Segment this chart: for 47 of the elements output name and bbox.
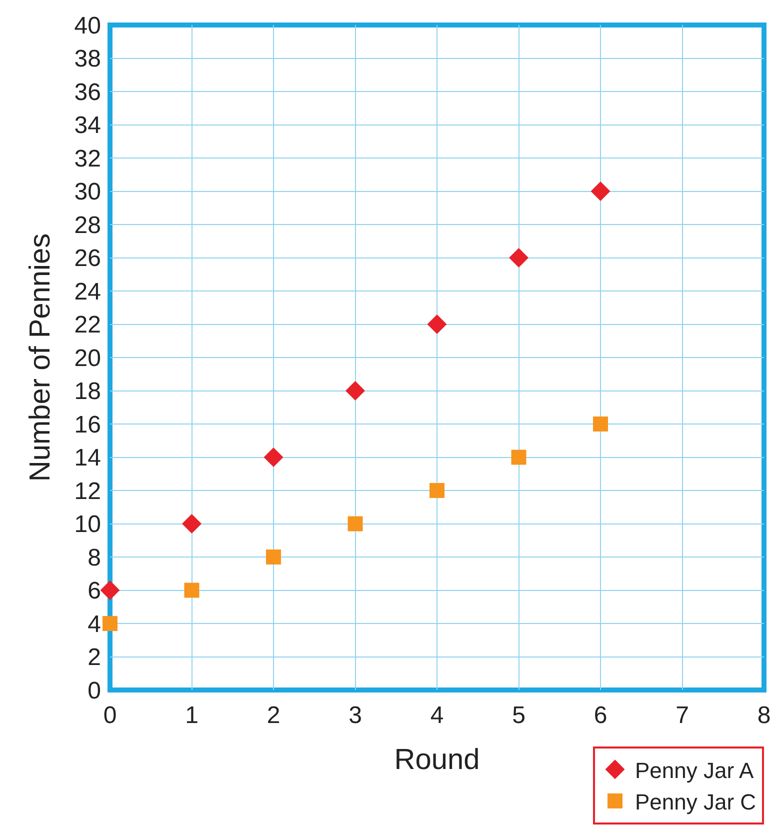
y-tick-label: 26 — [74, 245, 101, 272]
x-tick-label: 3 — [348, 702, 362, 729]
point — [593, 416, 608, 432]
point — [184, 582, 200, 598]
y-tick-label: 10 — [74, 511, 101, 538]
point — [427, 314, 447, 334]
legend-label: Penny Jar C — [635, 790, 756, 815]
legend-label: Penny Jar A — [635, 758, 754, 783]
y-tick-label: 0 — [88, 677, 101, 704]
point — [182, 514, 202, 534]
point — [264, 448, 284, 467]
y-tick-label: 2 — [88, 644, 101, 672]
point — [511, 450, 526, 465]
x-tick-label: 2 — [266, 702, 280, 729]
point — [100, 580, 120, 600]
x-tick-label: 5 — [512, 702, 526, 729]
y-tick-label: 20 — [74, 344, 101, 372]
point — [430, 483, 444, 498]
point — [346, 381, 365, 400]
y-tick-label: 18 — [74, 378, 101, 406]
x-tick-label: 7 — [676, 702, 689, 729]
y-tick-label: 8 — [88, 544, 101, 572]
y-axis-title: Number of Pennies — [24, 233, 57, 482]
x-tick-label: 1 — [185, 702, 198, 729]
y-tick-label: 30 — [74, 178, 101, 206]
y-tick-label: 40 — [74, 12, 101, 40]
point — [590, 182, 610, 201]
y-tick-label: 24 — [74, 278, 101, 306]
y-tick-label: 32 — [74, 145, 101, 172]
point — [509, 248, 528, 268]
y-tick-label: 38 — [74, 46, 101, 73]
point — [266, 550, 281, 564]
x-axis-title: Round — [394, 744, 480, 776]
y-tick-label: 6 — [88, 578, 101, 605]
y-tick-label: 36 — [74, 78, 101, 106]
y-tick-label: 14 — [74, 444, 101, 472]
y-tick-label: 28 — [74, 212, 101, 239]
y-tick-label: 22 — [74, 312, 101, 339]
point — [348, 516, 363, 532]
y-tick-label: 12 — [74, 478, 101, 505]
y-tick-label: 4 — [88, 610, 101, 638]
x-tick-label: 4 — [430, 702, 444, 729]
x-tick-label: 8 — [757, 702, 771, 729]
point — [102, 616, 118, 631]
x-tick-label: 6 — [594, 702, 608, 729]
y-tick-label: 34 — [74, 112, 101, 140]
y-tick-label: 16 — [74, 411, 101, 438]
